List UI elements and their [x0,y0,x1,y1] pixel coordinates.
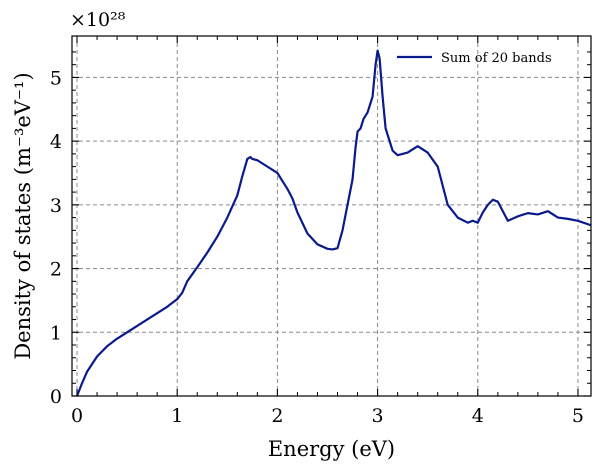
legend-entry-label: Sum of 20 bands [441,51,552,66]
y-tick-label: 3 [50,195,62,217]
x-axis-label: Energy (eV) [268,437,395,461]
series-layer [75,49,592,397]
plot-frame [71,35,592,397]
x-tick-label: 0 [71,405,83,427]
y-tick-label: 5 [50,67,62,89]
tick-label-layer: 0 1 2 3 4 5 0 1 2 3 4 5 [50,67,584,427]
x-tick-label: 4 [472,405,484,427]
tick-layer [72,36,591,397]
y-axis-label: Density of states (m⁻³eV⁻¹) [11,72,35,359]
y-tick-label: 1 [50,322,62,344]
x-tick-label: 2 [271,405,283,427]
legend: Sum of 20 bands [397,51,552,66]
x-tick-label: 3 [372,405,384,427]
series-line-sum-of-20-bands [75,49,592,397]
x-tick-label: 5 [572,405,584,427]
y-tick-label: 4 [50,131,62,153]
x-tick-label: 1 [171,405,183,427]
grid-layer [72,36,591,397]
y-tick-label: 0 [50,386,62,408]
y-axis-multiplier: ×10²⁸ [70,9,126,31]
y-tick-label: 2 [50,259,62,281]
